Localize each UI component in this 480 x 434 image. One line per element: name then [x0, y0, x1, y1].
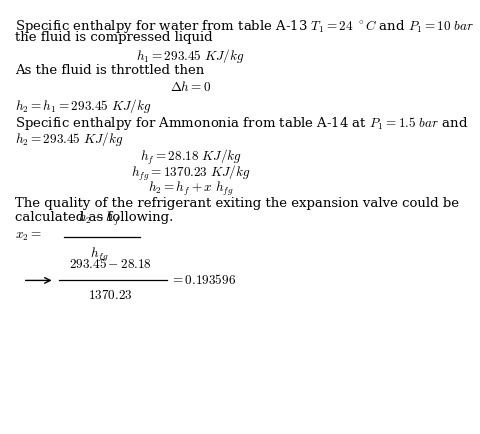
- Text: The quality of the refrigerant exiting the expansion valve could be: The quality of the refrigerant exiting t…: [15, 197, 459, 210]
- Text: Specific enthalpy for water from table A-13 $T_1 = 24\ ^\circ C$ and $P_1 = 10\ : Specific enthalpy for water from table A…: [15, 18, 475, 35]
- Text: $\Delta h = 0$: $\Delta h = 0$: [170, 79, 212, 93]
- Text: $h_{fg} = 1370.23\ KJ/kg$: $h_{fg} = 1370.23\ KJ/kg$: [131, 164, 251, 183]
- Text: $293.45 - 28.18$: $293.45 - 28.18$: [69, 257, 152, 271]
- Text: Specific enthalpy for Ammononia from table A-14 at $P_1 = 1.5\ \mathit{bar}$ and: Specific enthalpy for Ammononia from tab…: [15, 115, 468, 132]
- Text: $h_1 = 293.45\ KJ/kg$: $h_1 = 293.45\ KJ/kg$: [136, 47, 245, 65]
- Text: calculated as following.: calculated as following.: [15, 210, 174, 224]
- Text: $1370.23$: $1370.23$: [88, 289, 133, 302]
- Text: $= 0.193596$: $= 0.193596$: [170, 273, 236, 287]
- Text: $x_2 =$: $x_2 =$: [15, 230, 42, 243]
- Text: $h_2 = h_1 = 293.45\ KJ/kg$: $h_2 = h_1 = 293.45\ KJ/kg$: [15, 96, 152, 115]
- Text: $h_2 = h_f + x\ h_{fg}$: $h_2 = h_f + x\ h_{fg}$: [148, 180, 234, 197]
- Text: $h_f = 28.18\ KJ/kg$: $h_f = 28.18\ KJ/kg$: [140, 148, 242, 167]
- Text: As the fluid is throttled then: As the fluid is throttled then: [15, 64, 204, 77]
- Text: $h_2 = 293.45\ KJ/kg$: $h_2 = 293.45\ KJ/kg$: [15, 130, 124, 148]
- Text: $h_{fg}$: $h_{fg}$: [90, 246, 108, 264]
- Text: $h_2 - h_f$: $h_2 - h_f$: [78, 210, 120, 228]
- Text: the fluid is compressed liquid: the fluid is compressed liquid: [15, 30, 213, 43]
